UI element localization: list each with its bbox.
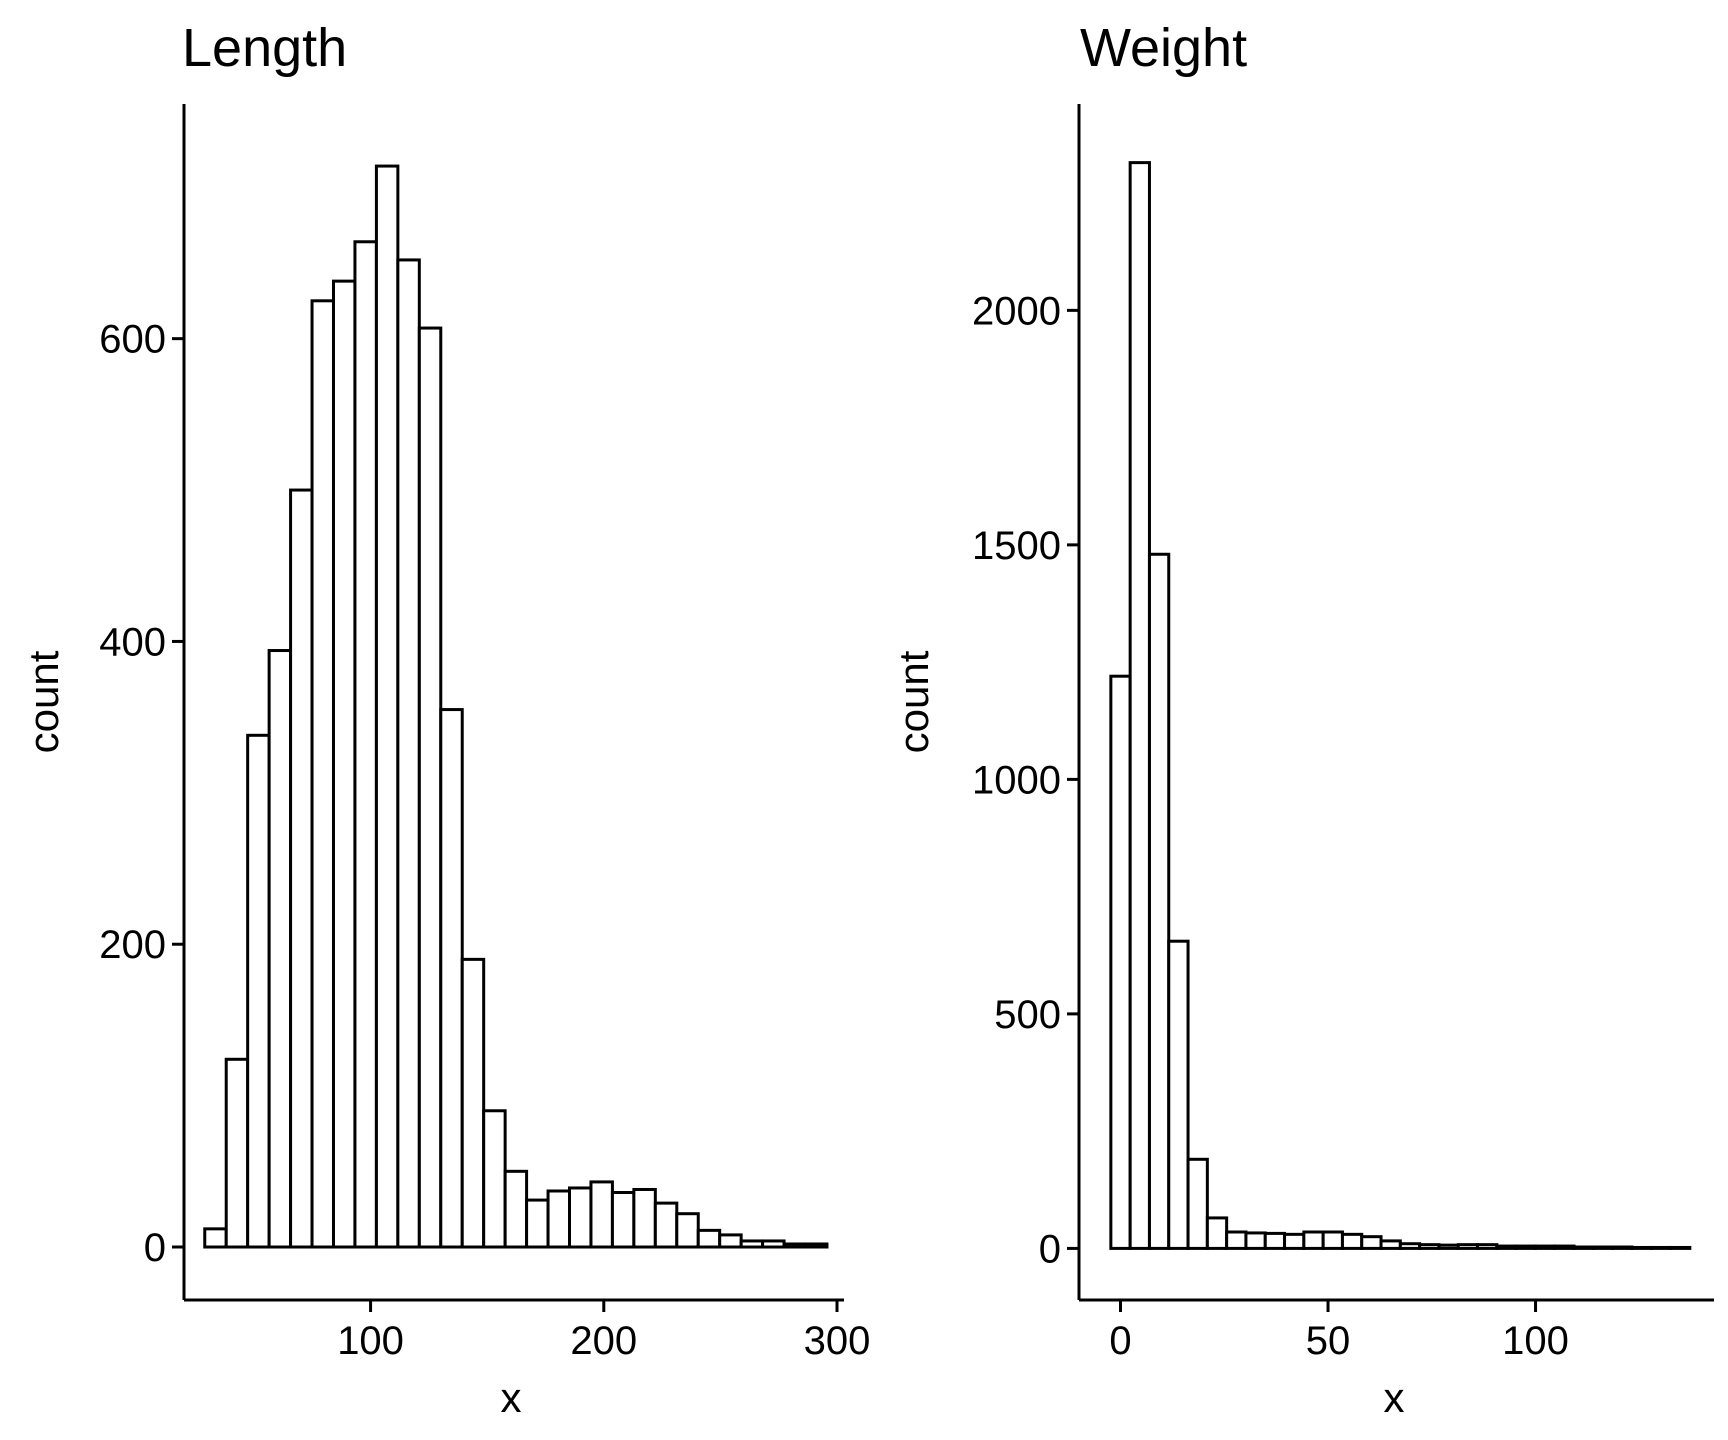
weight-histogram-panel: Weight x count 0 500 1000 1500 2000 0 50 100: [890, 18, 1714, 1421]
weight-axes: 0 500 1000 1500 2000 0 50 100: [972, 104, 1714, 1363]
length-histogram-bar: [718, 1233, 743, 1249]
length-histogram-bar: [267, 649, 293, 1249]
length-histogram-bar: [804, 1242, 829, 1249]
weight-histogram-bar: [1379, 1239, 1402, 1250]
weight-x-tick-label: 0: [1109, 1319, 1131, 1363]
length-x-tick-label: 100: [337, 1319, 404, 1363]
weight-y-tick-label: 500: [994, 993, 1061, 1037]
length-histogram-bar: [310, 299, 335, 1249]
weight-histogram-bar: [1669, 1245, 1692, 1250]
weight-y-tick-label: 1500: [972, 524, 1061, 568]
weight-x-tick-label: 50: [1306, 1319, 1351, 1363]
weight-histogram-bar: [1630, 1245, 1653, 1250]
weight-histogram-bar: [1572, 1245, 1595, 1250]
weight-histogram-bar: [1205, 1216, 1229, 1250]
weight-histogram-bar: [1495, 1244, 1518, 1250]
length-histogram-bar: [761, 1239, 786, 1249]
weight-y-axis-title: count: [890, 650, 937, 753]
weight-histogram-bar: [1321, 1230, 1344, 1250]
weight-histogram-bar: [1147, 552, 1171, 1250]
length-x-tick-label: 300: [804, 1319, 871, 1363]
weight-panel-title: Weight: [1080, 18, 1247, 78]
length-histogram-bar: [482, 1109, 507, 1249]
weight-histogram-bar: [1456, 1243, 1480, 1250]
length-histogram-bar: [782, 1242, 808, 1249]
weight-histogram-bar: [1591, 1245, 1615, 1250]
length-histogram-bar: [224, 1057, 250, 1249]
length-histogram-bar: [632, 1187, 657, 1249]
weight-histogram-bar: [1283, 1232, 1306, 1250]
weight-histogram-bar: [1225, 1230, 1248, 1250]
length-histogram-bar: [439, 708, 464, 1249]
length-y-axis-title: count: [20, 650, 67, 753]
length-histogram-bar: [374, 164, 400, 1249]
length-y-tick-label: 0: [144, 1226, 166, 1270]
weight-y-tick-label: 1000: [972, 758, 1061, 802]
length-histogram-bar: [353, 240, 378, 1249]
length-histogram-bar: [396, 258, 421, 1249]
length-histogram-bar: [589, 1180, 614, 1249]
length-histogram-bar: [203, 1227, 228, 1249]
weight-histogram-bar: [1553, 1244, 1576, 1250]
weight-histogram-bar: [1514, 1244, 1537, 1250]
weight-histogram-bar: [1533, 1244, 1557, 1250]
length-histogram-bar: [246, 733, 271, 1249]
length-histogram-bar: [460, 957, 486, 1249]
length-histogram-bar: [568, 1186, 593, 1249]
weight-histogram-bar: [1437, 1243, 1460, 1250]
weight-histogram-bar: [1360, 1235, 1383, 1250]
weight-histogram-bar: [1418, 1243, 1441, 1250]
weight-histogram-bar: [1398, 1242, 1422, 1250]
weight-y-tick-label: 2000: [972, 289, 1061, 333]
length-histogram-bar: [653, 1201, 679, 1249]
length-x-axis-title: x: [501, 1374, 522, 1421]
weight-histogram-bar: [1186, 1157, 1209, 1250]
length-histogram-bar: [739, 1239, 765, 1249]
length-y-tick-label: 600: [99, 318, 166, 362]
length-histogram-bar: [417, 326, 443, 1249]
length-x-tick-label: 200: [570, 1319, 637, 1363]
length-y-tick-label: 400: [99, 620, 166, 664]
length-panel-title: Length: [182, 18, 347, 78]
length-bars: [203, 164, 829, 1249]
weight-histogram-bar: [1302, 1230, 1325, 1250]
weight-y-tick-label: 0: [1039, 1227, 1061, 1271]
length-y-tick-label: 200: [99, 923, 166, 967]
weight-histogram-bar: [1109, 674, 1132, 1250]
length-histogram-bar: [289, 488, 314, 1249]
length-histogram-bar: [331, 279, 357, 1249]
length-histogram-bar: [696, 1228, 722, 1249]
length-histogram-bar: [525, 1198, 550, 1249]
weight-histogram-bar: [1128, 161, 1151, 1250]
weight-histogram-bar: [1167, 939, 1190, 1250]
weight-histogram-bar: [1649, 1245, 1673, 1250]
weight-histogram-bar: [1340, 1232, 1364, 1250]
weight-histogram-bar: [1244, 1231, 1267, 1250]
weight-x-axis-title: x: [1384, 1374, 1405, 1421]
length-histogram-bar: [675, 1212, 700, 1249]
weight-histogram-bar: [1263, 1231, 1287, 1250]
weight-histogram-bar: [1476, 1243, 1499, 1250]
length-axes: 0 200 400 600 100 200 300: [99, 104, 870, 1363]
weight-histogram-bar: [1611, 1245, 1634, 1250]
length-histogram-bar: [503, 1169, 529, 1249]
weight-x-tick-label: 100: [1502, 1319, 1569, 1363]
length-histogram-bar: [546, 1189, 572, 1249]
length-histogram-panel: Length x count 0 200 400 600 100 200 300: [20, 18, 870, 1421]
length-histogram-bar: [610, 1191, 636, 1249]
weight-bars: [1109, 161, 1692, 1250]
